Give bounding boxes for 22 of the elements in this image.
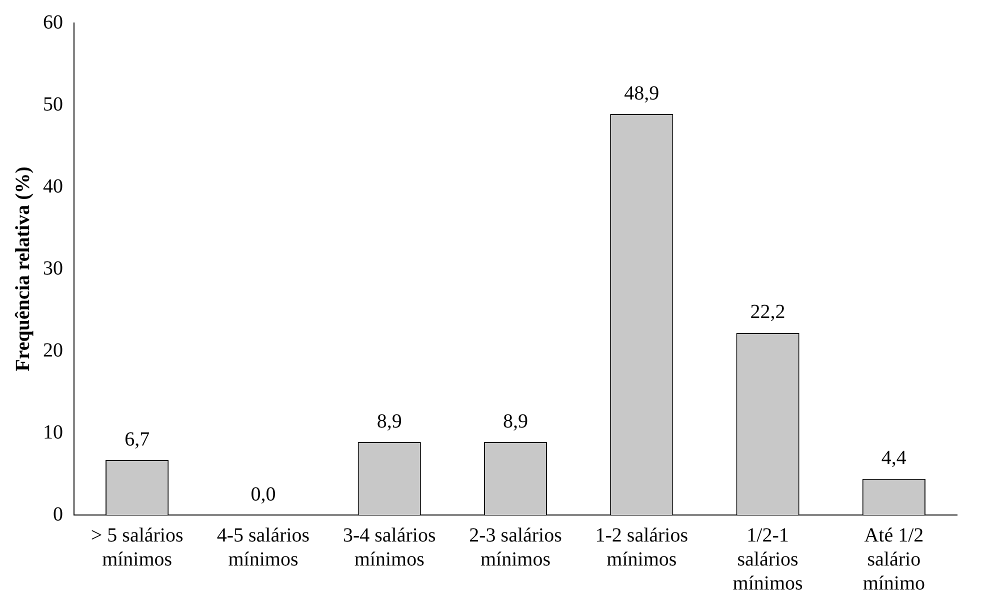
data-label: 48,9 bbox=[624, 82, 660, 104]
y-tick-label: 30 bbox=[43, 257, 63, 280]
y-tick-label: 60 bbox=[43, 11, 63, 34]
y-tick-label: 20 bbox=[43, 339, 63, 362]
x-tick-label: Até 1/2 salário mínimo bbox=[862, 524, 926, 594]
y-axis-title: Frequência relativa (%) bbox=[12, 166, 34, 372]
x-tick-label: 3-4 salários mínimos bbox=[342, 524, 436, 570]
data-label: 8,9 bbox=[376, 410, 402, 432]
data-label: 6,7 bbox=[124, 428, 150, 450]
y-tick-label: 50 bbox=[43, 93, 63, 116]
x-tick-label: 4-5 salários mínimos bbox=[216, 524, 310, 570]
y-tick-label: 10 bbox=[43, 421, 63, 444]
data-label: 0,0 bbox=[250, 483, 276, 506]
x-tick-label: 1/2-1 salários mínimos bbox=[732, 524, 804, 594]
x-tick-label: 1-2 salários mínimos bbox=[595, 524, 688, 570]
x-tick-label: > 5 salários mínimos bbox=[90, 524, 184, 570]
data-label: 22,2 bbox=[750, 301, 786, 324]
y-tick-label: 40 bbox=[43, 175, 63, 198]
data-label: 4,4 bbox=[881, 447, 906, 470]
data-label: 8,9 bbox=[503, 410, 528, 432]
x-tick-label: 2-3 salários mínimos bbox=[469, 524, 562, 570]
y-tick-label: 0 bbox=[53, 503, 63, 526]
